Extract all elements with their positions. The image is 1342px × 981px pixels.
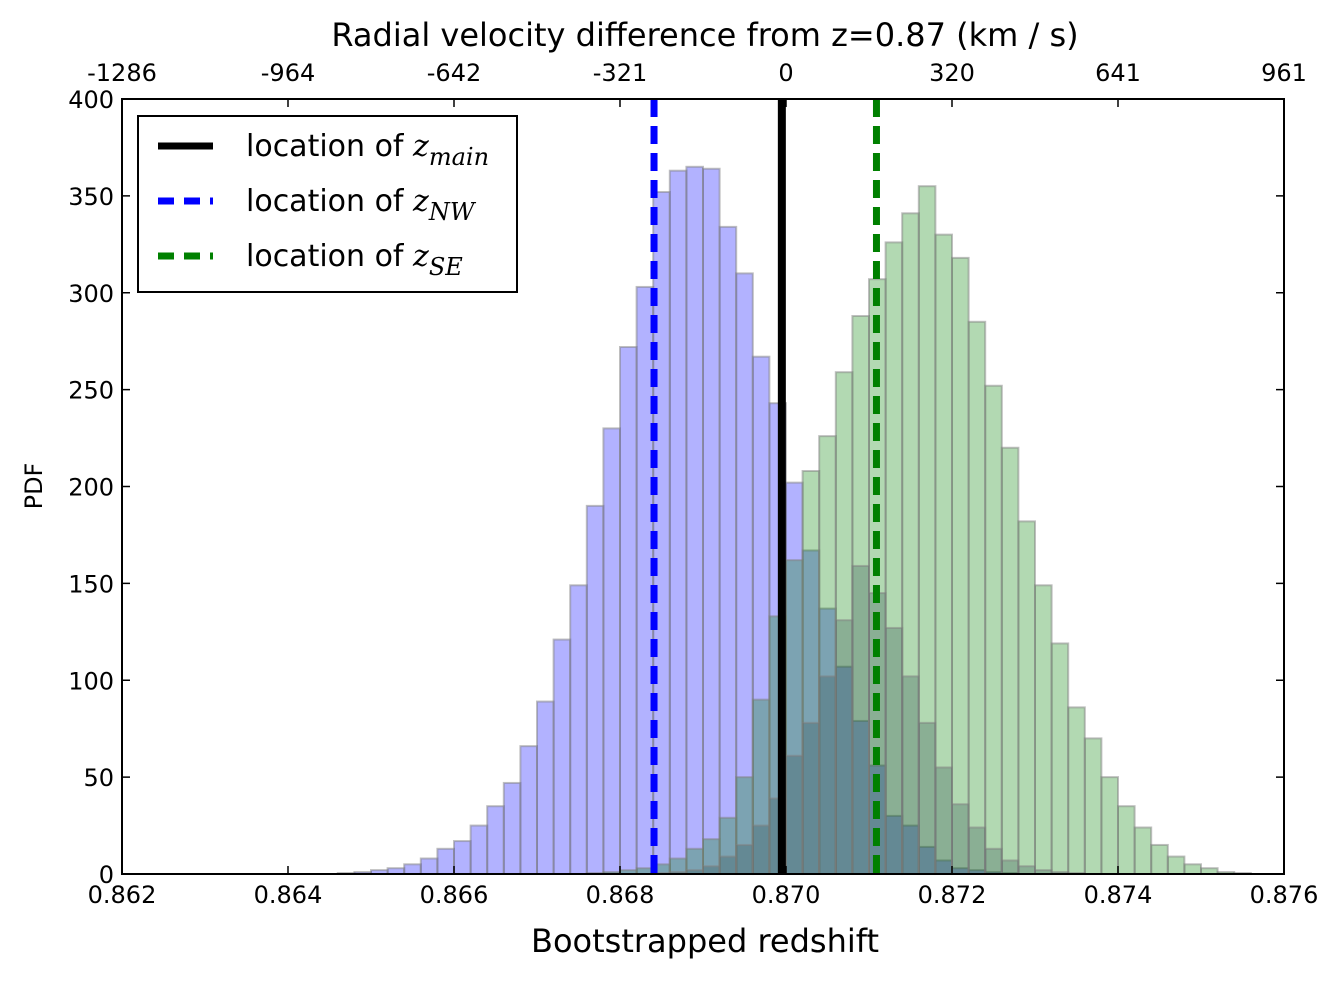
bar-main-12 — [851, 564, 871, 875]
vertical-lines — [650, 99, 880, 874]
x-tick-label: 0.876 — [1250, 881, 1319, 909]
x-tick-label: 0.862 — [88, 881, 157, 909]
bar-main-19 — [967, 826, 987, 875]
y-tick-label: 100 — [68, 667, 114, 695]
axis-ticks: 0.862 0.864 0.866 0.868 0.870 0.872 0.874 0.876… — [68, 59, 1318, 909]
legend: location of zmain location of zNW location… — [137, 115, 518, 293]
bar-nw-9 — [486, 805, 505, 875]
bar-nw-21 — [685, 165, 705, 875]
bar-main-20 — [984, 847, 1003, 875]
bar-main-18 — [951, 803, 970, 875]
bar-se-30 — [1083, 737, 1103, 876]
bars-nw-series — [336, 165, 1020, 876]
bar-main-17 — [934, 766, 954, 875]
chart-title: Radial velocity difference from z=0.87 (… — [331, 16, 1078, 54]
bar-main-21 — [1000, 859, 1020, 876]
bar-se-32 — [1117, 805, 1136, 875]
bar-se-33 — [1133, 826, 1153, 875]
y-axis-label: PDF — [20, 463, 48, 510]
bar-nw-16 — [602, 427, 622, 875]
y-tick-label: 50 — [83, 764, 114, 792]
bar-main-9 — [801, 721, 821, 876]
bar-se-35 — [1166, 855, 1186, 875]
bar-nw-10 — [502, 781, 522, 875]
top-tick-label: 320 — [929, 59, 975, 87]
x-axis-label: Bootstrapped redshift — [531, 922, 879, 960]
y-tick-label: 0 — [99, 861, 114, 889]
bar-nw-11 — [519, 745, 539, 876]
top-tick-label: 641 — [1095, 59, 1141, 87]
bar-se-26 — [1017, 520, 1037, 876]
bar-main-15 — [901, 675, 920, 876]
bar-se-28 — [1050, 642, 1070, 875]
top-tick-label: -1286 — [87, 59, 157, 87]
bar-se-36 — [1183, 863, 1203, 875]
top-tick-label: -642 — [427, 59, 481, 87]
bar-nw-5 — [419, 857, 439, 875]
bar-se-22 — [951, 256, 970, 876]
bar-main-5 — [735, 843, 754, 876]
legend-label-se: location of zSE — [246, 239, 463, 281]
bar-main-16 — [917, 721, 937, 876]
bar-main-4 — [718, 855, 738, 875]
bar-main-14 — [884, 626, 904, 875]
bar-se-24 — [984, 384, 1003, 875]
bar-main-3 — [702, 865, 721, 875]
y-tick-label: 250 — [68, 377, 114, 405]
legend-items: location of zmain location of zNW location… — [158, 129, 489, 281]
bar-nw-17 — [619, 346, 638, 875]
bar-nw-7 — [453, 840, 472, 875]
bar-nw-13 — [552, 638, 572, 875]
bar-main-10 — [818, 675, 837, 876]
bar-se-34 — [1150, 843, 1169, 876]
bar-se-23 — [967, 320, 987, 875]
bar-nw-12 — [536, 700, 555, 875]
bar-main-8 — [785, 754, 804, 875]
y-tick-label: 400 — [68, 86, 114, 114]
bar-main-22 — [1017, 865, 1037, 875]
x-tick-label: 0.868 — [586, 881, 655, 909]
y-tick-label: 200 — [68, 474, 114, 502]
bar-se-27 — [1034, 584, 1053, 875]
bar-main-11 — [834, 619, 854, 875]
bar-nw-14 — [569, 584, 588, 875]
bar-nw-6 — [436, 847, 455, 875]
bar-nw-23 — [718, 225, 738, 876]
bar-se-25 — [1000, 446, 1020, 875]
bar-nw-15 — [585, 504, 605, 876]
legend-label-main: location of zmain — [246, 129, 489, 171]
x-tick-label: 0.864 — [254, 881, 323, 909]
x-tick-label: 0.866 — [420, 881, 489, 909]
bar-nw-20 — [668, 169, 688, 875]
bar-nw-22 — [702, 167, 721, 875]
top-tick-label: 0 — [778, 59, 793, 87]
bar-se-31 — [1100, 776, 1120, 876]
x-tick-label: 0.872 — [918, 881, 987, 909]
bar-nw-8 — [469, 824, 489, 875]
y-tick-label: 150 — [68, 570, 114, 598]
y-tick-label: 350 — [68, 183, 114, 211]
top-tick-label: 961 — [1261, 59, 1307, 87]
top-tick-label: -964 — [261, 59, 315, 87]
legend-label-nw: location of zNW — [246, 184, 477, 226]
x-tick-label: 0.870 — [752, 881, 821, 909]
top-tick-label: -321 — [593, 59, 647, 87]
bar-nw-4 — [403, 863, 422, 875]
x-tick-label: 0.874 — [1084, 881, 1153, 909]
bar-se-29 — [1067, 706, 1086, 876]
bar-main-6 — [751, 824, 771, 875]
y-tick-label: 300 — [68, 280, 114, 308]
